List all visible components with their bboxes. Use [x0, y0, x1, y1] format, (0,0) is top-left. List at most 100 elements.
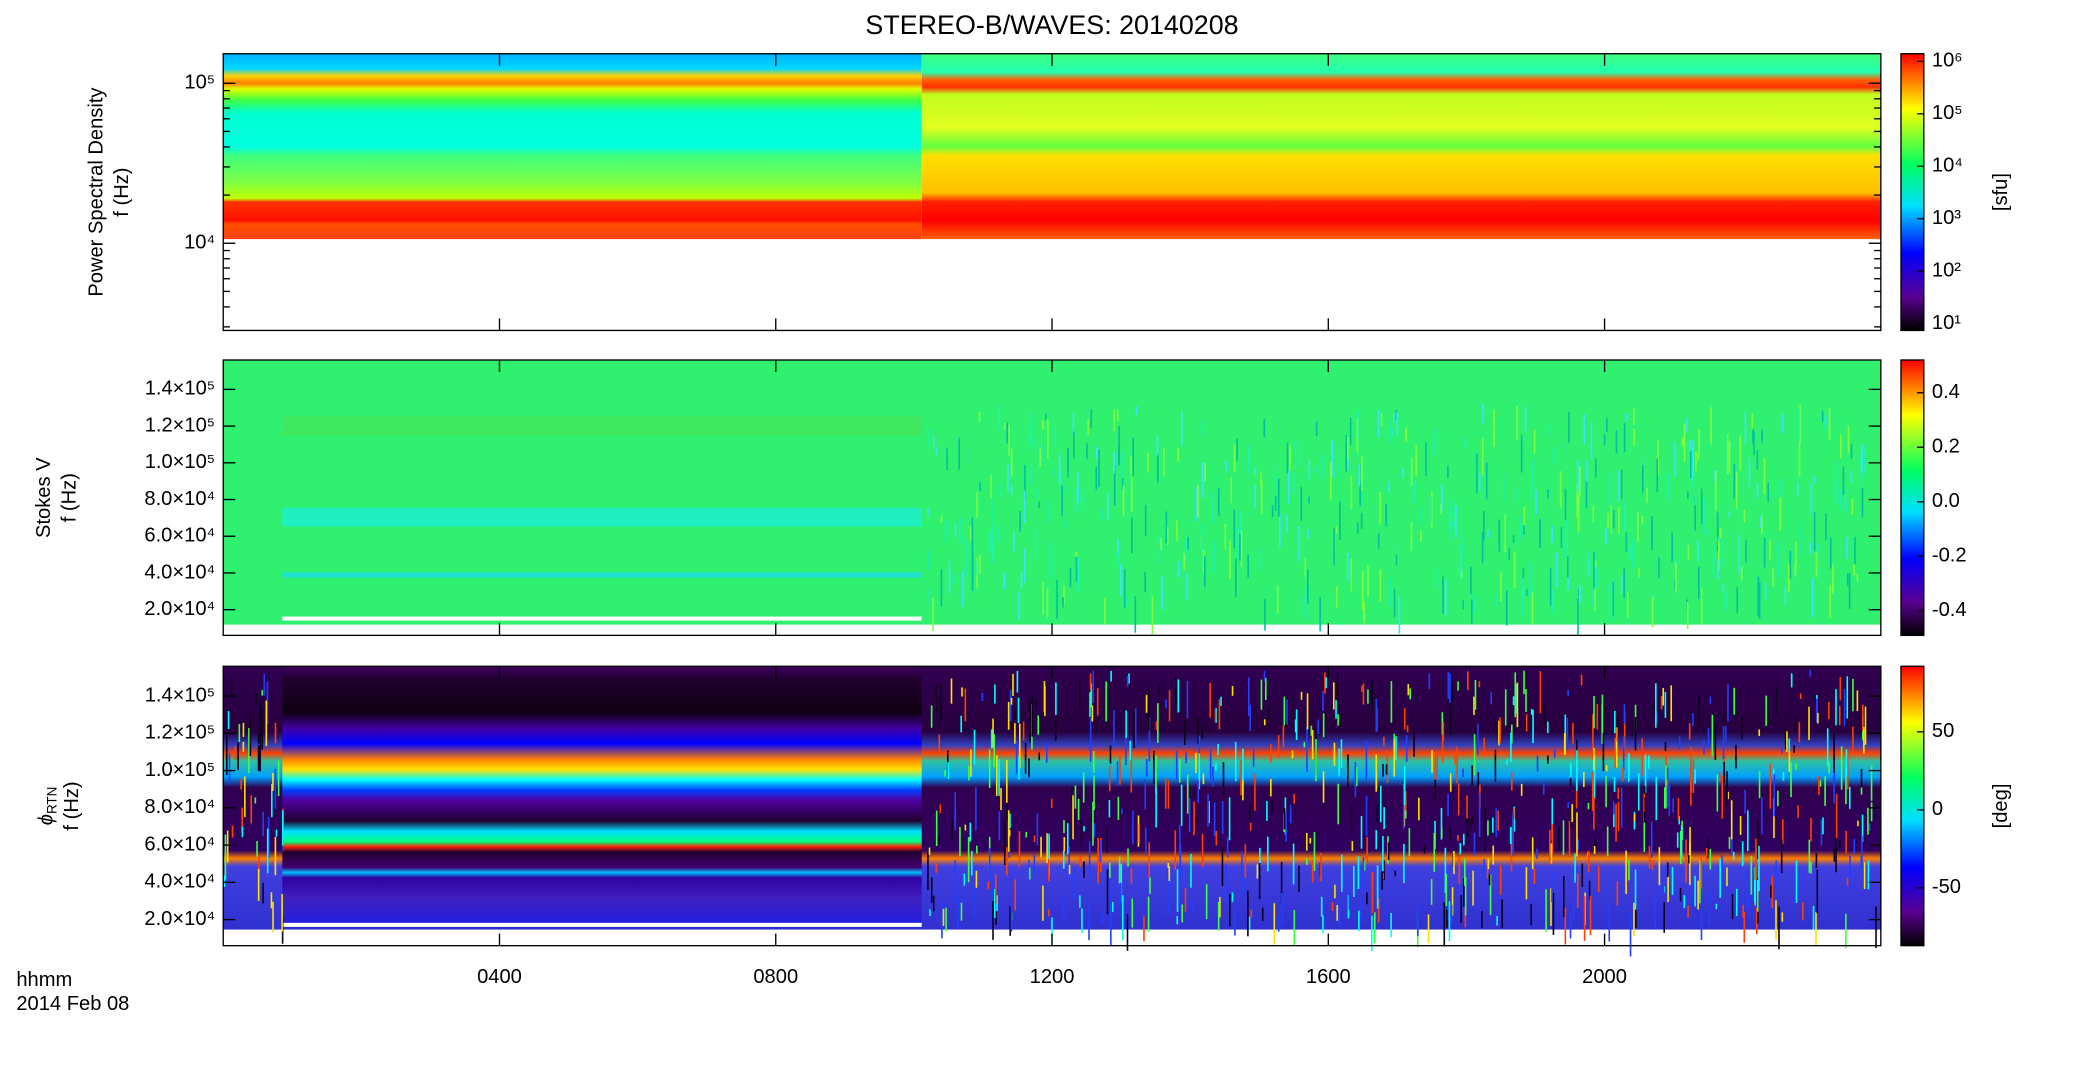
- spectrogram-noise: [1430, 496, 1433, 523]
- spectrogram-noise: [1305, 585, 1308, 620]
- spectrogram-noise: [1144, 571, 1146, 593]
- spectrogram-noise: [1692, 759, 1695, 794]
- spectrogram-noise: [1133, 710, 1135, 749]
- spectrogram-noise: [1464, 876, 1467, 916]
- spectrogram-noise: [1019, 511, 1022, 532]
- spectrogram-noise: [1180, 784, 1183, 826]
- spectrogram-noise: [1200, 419, 1203, 436]
- spectrogram-noise: [1864, 706, 1867, 745]
- spectrogram-noise: [1744, 411, 1747, 445]
- spectrogram-noise: [1592, 714, 1594, 760]
- spectrogram-noise: [1293, 793, 1296, 804]
- spectrogram-noise: [1578, 584, 1581, 602]
- spectrogram-noise: [1460, 533, 1463, 571]
- spectrogram-noise: [1591, 589, 1594, 606]
- spectrogram-noise: [1681, 437, 1684, 447]
- spectrogram-noise: [1218, 699, 1221, 730]
- colorbar-tick-label: 10⁴: [1932, 155, 1963, 177]
- spectrogram-noise: [1069, 568, 1072, 588]
- spectrogram-noise: [1125, 734, 1127, 766]
- spectrogram-noise: [1473, 696, 1475, 716]
- spectrogram-noise: [1058, 454, 1061, 484]
- spectrogram-noise: [1038, 752, 1041, 761]
- y-tick-label: 1.0×10⁵: [145, 759, 215, 781]
- spectrogram-noise: [1351, 841, 1354, 851]
- spectrogram-noise: [1371, 680, 1373, 713]
- spectrogram-noise: [1709, 893, 1712, 903]
- spectrogram-noise: [1036, 813, 1039, 846]
- spectrogram-noise: [1190, 853, 1192, 888]
- spectrogram-noise: [1135, 406, 1138, 415]
- spectrogram-noise: [1091, 705, 1094, 722]
- spectrogram-noise: [1293, 910, 1296, 947]
- spectrogram-noise: [1473, 734, 1476, 776]
- spectrogram-noise: [1166, 868, 1169, 894]
- spectrogram-noise: [1470, 566, 1472, 595]
- spectrogram-noise: [1472, 815, 1474, 825]
- spectrogram-noise: [1274, 466, 1277, 487]
- spectrogram-noise: [1247, 444, 1250, 473]
- spectrogram-noise: [1711, 714, 1714, 757]
- colorbar-tick-label: 10⁵: [1932, 102, 1963, 124]
- spectrogram-noise: [1779, 478, 1781, 498]
- spectrogram-noise: [1569, 778, 1572, 787]
- spectrogram-noise: [1757, 576, 1760, 617]
- spectrogram-noise: [979, 554, 981, 574]
- spectrogram-noise: [1287, 468, 1290, 504]
- spectrogram-noise: [1016, 670, 1019, 693]
- spectrogram-noise: [1298, 865, 1300, 892]
- spectrogram-noise: [1339, 501, 1341, 540]
- spectrogram-noise: [1260, 472, 1262, 486]
- spectrogram-noise: [968, 765, 970, 781]
- spectrogram-noise: [1315, 739, 1317, 782]
- spectrogram-noise: [1020, 572, 1023, 589]
- spectrogram-noise: [1410, 522, 1413, 551]
- spectrogram-noise: [1691, 451, 1694, 489]
- spectrogram-noise: [1513, 807, 1515, 819]
- spectrogram-noise: [1579, 466, 1581, 497]
- spectrogram-noise: [259, 699, 262, 741]
- spectrogram-noise: [1732, 851, 1735, 861]
- spectrogram-noise: [1221, 847, 1224, 886]
- spectrogram-noise: [1176, 915, 1179, 925]
- spectrogram-noise: [976, 558, 978, 589]
- spectrogram-noise: [1034, 527, 1037, 560]
- spectrogram-noise: [1367, 689, 1369, 704]
- y-axis-label: ϕRTN: [36, 787, 60, 826]
- spectrogram-noise: [1536, 755, 1539, 772]
- spectrogram-noise: [1671, 866, 1674, 895]
- spectrogram-noise: [1442, 576, 1444, 614]
- spectrogram-noise: [1633, 813, 1636, 828]
- spectrogram-noise: [946, 448, 948, 471]
- spectrogram-noise: [1443, 902, 1446, 947]
- spectrogram-noise: [1794, 717, 1797, 732]
- spectrogram-noise: [242, 741, 245, 752]
- spectrogram-noise: [1605, 775, 1607, 808]
- spectrogram-noise: [1147, 452, 1149, 473]
- spectrogram-noise: [1000, 788, 1002, 811]
- spectrogram-noise: [1379, 785, 1382, 823]
- spectrogram-noise: [1079, 679, 1081, 709]
- spectrogram-noise: [1394, 870, 1397, 877]
- spectrogram-noise: [1786, 731, 1788, 752]
- spectrogram-noise: [1457, 681, 1459, 691]
- spectrogram-noise: [1712, 543, 1715, 579]
- spectrogram-noise: [1716, 774, 1719, 812]
- spectrogram-noise: [1795, 763, 1797, 770]
- spectrogram-noise: [1379, 491, 1382, 525]
- spectrogram-noise: [1714, 470, 1717, 511]
- spectrogram-noise: [935, 684, 938, 712]
- spectrogram-noise: [1687, 905, 1689, 918]
- spectrogram-noise: [1158, 684, 1160, 695]
- spectrogram-noise: [960, 902, 963, 921]
- spectrogram-noise: [1161, 575, 1163, 610]
- spectrogram-noise: [940, 684, 942, 721]
- spectrogram-noise: [967, 449, 969, 463]
- spectrogram-noise: [1440, 827, 1443, 838]
- spectrogram-noise: [930, 877, 933, 903]
- spectrogram-noise: [1462, 878, 1465, 907]
- spectrogram-noise: [1266, 836, 1269, 872]
- spectrogram-noise: [1478, 793, 1481, 838]
- spectrogram-gap: [282, 616, 922, 621]
- spectrogram-noise: [1392, 427, 1394, 437]
